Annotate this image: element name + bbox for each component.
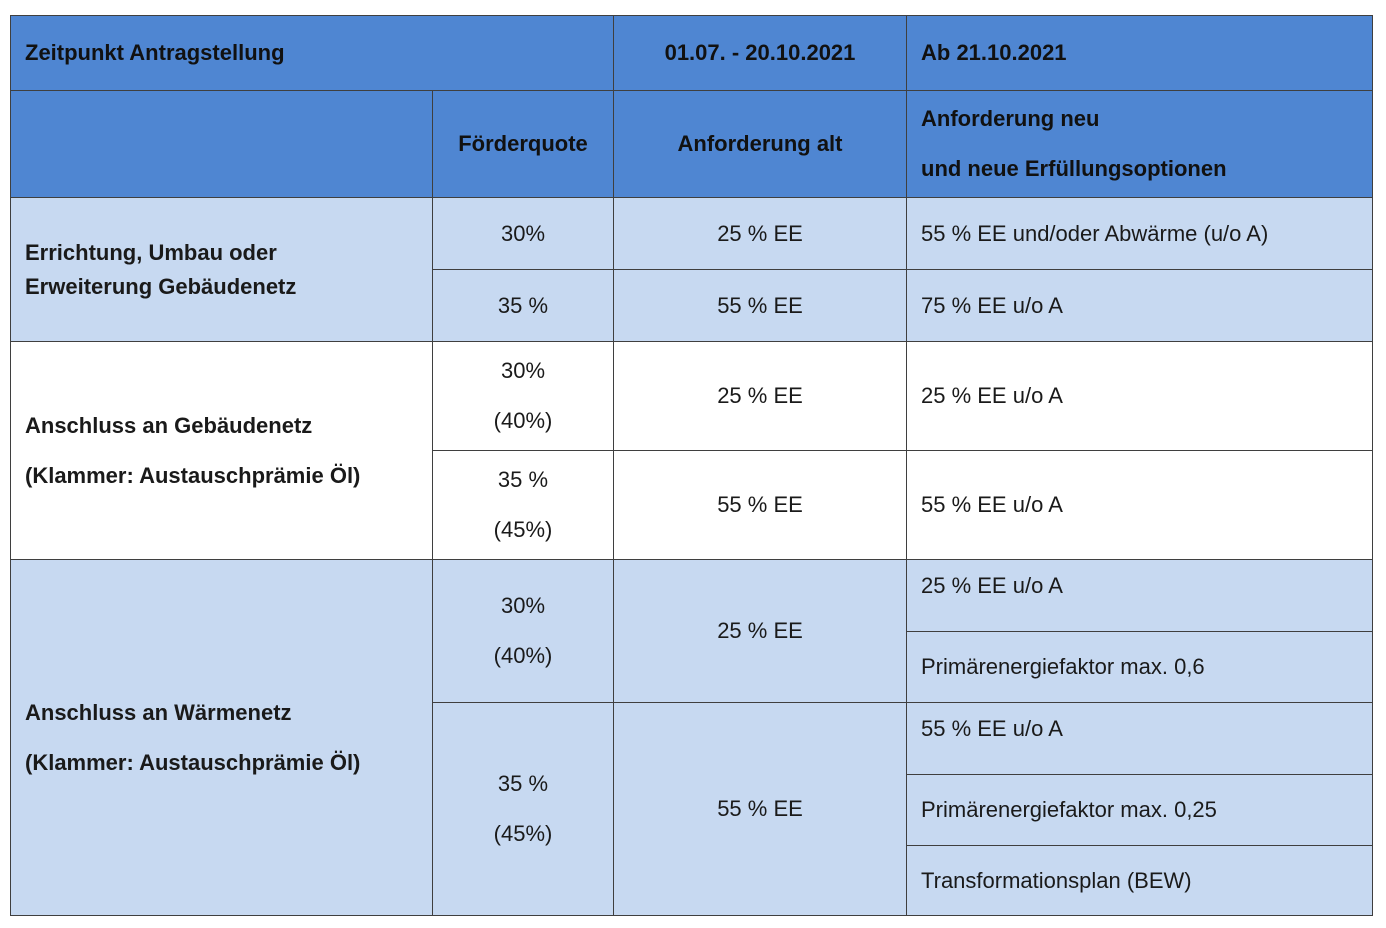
alt-value: 25 % EE xyxy=(717,618,803,643)
row-label-errichtung: Errichtung, Umbau oder Erweiterung Gebäu… xyxy=(10,197,433,342)
neu-value: 25 % EE u/o A xyxy=(921,383,1063,408)
header-period1-text: 01.07. - 20.10.2021 xyxy=(664,40,856,65)
alt-value: 55 % EE xyxy=(717,492,803,517)
quote-value: 35 % xyxy=(497,771,549,796)
header-neu: Anforderung neu und neue Erfüllungsoptio… xyxy=(906,90,1373,198)
quote-cell: 30% (40%) xyxy=(432,341,614,451)
header-quote: Förderquote xyxy=(432,90,614,198)
alt-cell: 55 % EE xyxy=(613,702,907,916)
header-alt-text: Anforderung alt xyxy=(677,131,843,156)
alt-cell: 55 % EE xyxy=(613,450,907,560)
quote-cell: 35 % (45%) xyxy=(432,450,614,560)
alt-cell: 25 % EE xyxy=(613,197,907,270)
row-label-line: Erweiterung Gebäudenetz xyxy=(25,273,297,299)
row-label-gebaeudenetz: Anschluss an Gebäudenetz (Klammer: Austa… xyxy=(10,341,433,560)
alt-value: 55 % EE xyxy=(717,292,803,318)
neu-cell: Primärenergiefaktor max. 0,25 xyxy=(906,774,1373,846)
quote-value: 30% xyxy=(500,593,546,618)
alt-cell: 55 % EE xyxy=(613,269,907,342)
quote-value: 35 % xyxy=(497,292,549,318)
neu-value: 55 % EE u/o A xyxy=(921,492,1063,517)
alt-value: 55 % EE xyxy=(717,796,803,821)
neu-value: 55 % EE u/o A xyxy=(921,715,1063,741)
row-label-line: (Klammer: Austauschprämie Öl) xyxy=(25,462,361,488)
neu-cell: Transformationsplan (BEW) xyxy=(906,845,1373,916)
row-label-line: (Klammer: Austauschprämie Öl) xyxy=(25,749,361,775)
header-empty xyxy=(10,90,433,198)
header-period2: Ab 21.10.2021 xyxy=(906,15,1373,91)
quote-bonus-value: (40%) xyxy=(493,408,553,433)
neu-cell: 55 % EE u/o A xyxy=(906,702,1373,775)
header-period1: 01.07. - 20.10.2021 xyxy=(613,15,907,91)
neu-cell: 25 % EE u/o A xyxy=(906,559,1373,632)
quote-bonus-value: (45%) xyxy=(493,517,553,542)
header-quote-text: Förderquote xyxy=(458,131,588,156)
neu-value: Primärenergiefaktor max. 0,6 xyxy=(921,654,1205,679)
quote-value: 30% xyxy=(500,358,546,383)
funding-table: Zeitpunkt Antragstellung 01.07. - 20.10.… xyxy=(10,15,1373,916)
header-neu-line2: und neue Erfüllungsoptionen xyxy=(921,156,1227,181)
neu-cell: 25 % EE u/o A xyxy=(906,341,1373,451)
header-antrag: Zeitpunkt Antragstellung xyxy=(10,15,614,91)
row-label-line: Errichtung, Umbau oder xyxy=(25,239,277,265)
row-label-line: Anschluss an Gebäudenetz xyxy=(25,412,313,438)
quote-cell: 30% xyxy=(432,197,614,270)
header-alt: Anforderung alt xyxy=(613,90,907,198)
header-period2-text: Ab 21.10.2021 xyxy=(921,40,1067,65)
alt-value: 25 % EE xyxy=(717,383,803,408)
row-label-line: Anschluss an Wärmenetz xyxy=(25,699,292,725)
quote-cell: 35 % xyxy=(432,269,614,342)
quote-bonus-value: (45%) xyxy=(493,821,553,846)
neu-cell: 55 % EE u/o A xyxy=(906,450,1373,560)
neu-cell: 55 % EE und/oder Abwärme (u/o A) xyxy=(906,197,1373,270)
neu-cell: Primärenergiefaktor max. 0,6 xyxy=(906,631,1373,703)
quote-value: 35 % xyxy=(497,467,549,492)
neu-value: 55 % EE und/oder Abwärme (u/o A) xyxy=(921,220,1269,246)
neu-value: Primärenergiefaktor max. 0,25 xyxy=(921,797,1217,822)
header-antrag-text: Zeitpunkt Antragstellung xyxy=(25,40,285,65)
quote-cell: 30% (40%) xyxy=(432,559,614,703)
quote-cell: 35 % (45%) xyxy=(432,702,614,916)
neu-value: Transformationsplan (BEW) xyxy=(921,867,1192,893)
alt-value: 25 % EE xyxy=(717,220,803,246)
quote-value: 30% xyxy=(500,220,546,246)
quote-bonus-value: (40%) xyxy=(493,643,553,668)
neu-value: 75 % EE u/o A xyxy=(921,292,1063,318)
row-label-waermenetz: Anschluss an Wärmenetz (Klammer: Austaus… xyxy=(10,559,433,916)
alt-cell: 25 % EE xyxy=(613,559,907,703)
alt-cell: 25 % EE xyxy=(613,341,907,451)
header-neu-line1: Anforderung neu xyxy=(921,106,1100,131)
neu-cell: 75 % EE u/o A xyxy=(906,269,1373,342)
neu-value: 25 % EE u/o A xyxy=(921,572,1063,598)
